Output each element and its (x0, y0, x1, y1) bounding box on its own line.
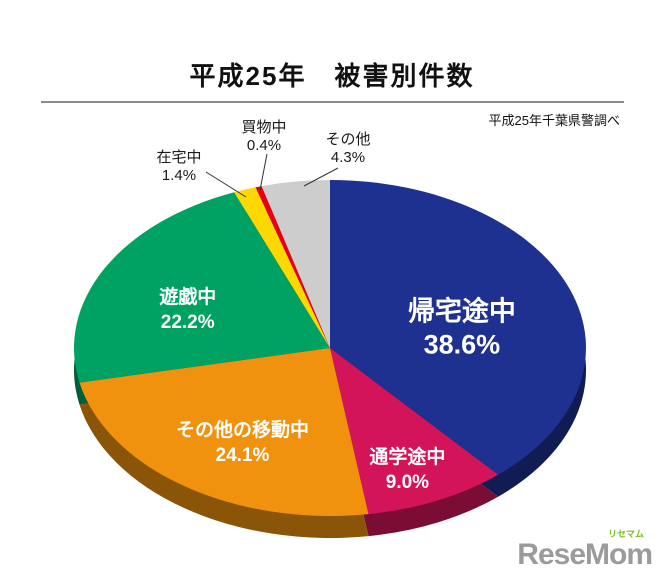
slice-label-3: 遊戯中 22.2% (159, 285, 216, 333)
pie-slice-3 (73, 192, 330, 383)
pie-slice-0 (330, 180, 586, 475)
pie-slice-1 (330, 348, 499, 515)
slice-label-0: 帰宅途中 38.6% (408, 296, 516, 360)
slice-label-4: 在宅中 1.4% (156, 149, 201, 184)
pie-slice-5 (255, 186, 330, 348)
slice-label-5: 買物中 0.4% (241, 119, 286, 154)
leader-line-5 (259, 153, 268, 191)
leader-line-6 (303, 167, 339, 187)
pie-slice-2 (79, 348, 369, 516)
leader-line-4 (205, 171, 247, 198)
slice-label-6: その他 4.3% (325, 131, 370, 166)
pie-slice-6 (261, 180, 330, 348)
slice-label-2: その他の移動中 24.1% (176, 418, 309, 466)
source-note: 平成25年千葉県警調べ (488, 113, 620, 128)
divider (41, 101, 624, 103)
pie-slice-4 (234, 187, 330, 348)
chart-title: 平成25年 被害別件数 (189, 61, 475, 91)
resemom-logo: リセマム ReseMom (517, 529, 653, 571)
resemom-katakana: リセマム (607, 529, 644, 539)
resemom-wordmark: ReseMom (517, 538, 653, 571)
slice-label-1: 通学途中 9.0% (369, 445, 445, 493)
